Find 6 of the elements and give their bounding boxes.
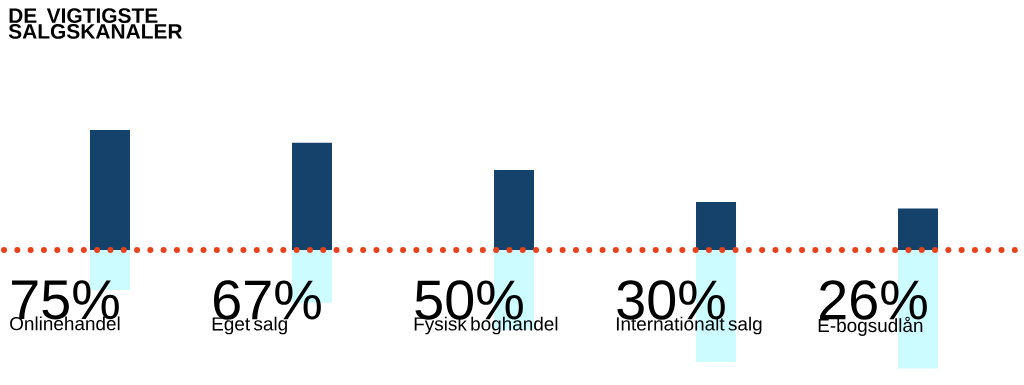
- bar: [494, 170, 535, 250]
- bar: [898, 208, 939, 250]
- bar: [90, 130, 130, 250]
- bar: [696, 202, 737, 250]
- chart-title: DE VIGTIGSTE SALGSKANALER: [8, 8, 183, 39]
- bar: [292, 142, 332, 250]
